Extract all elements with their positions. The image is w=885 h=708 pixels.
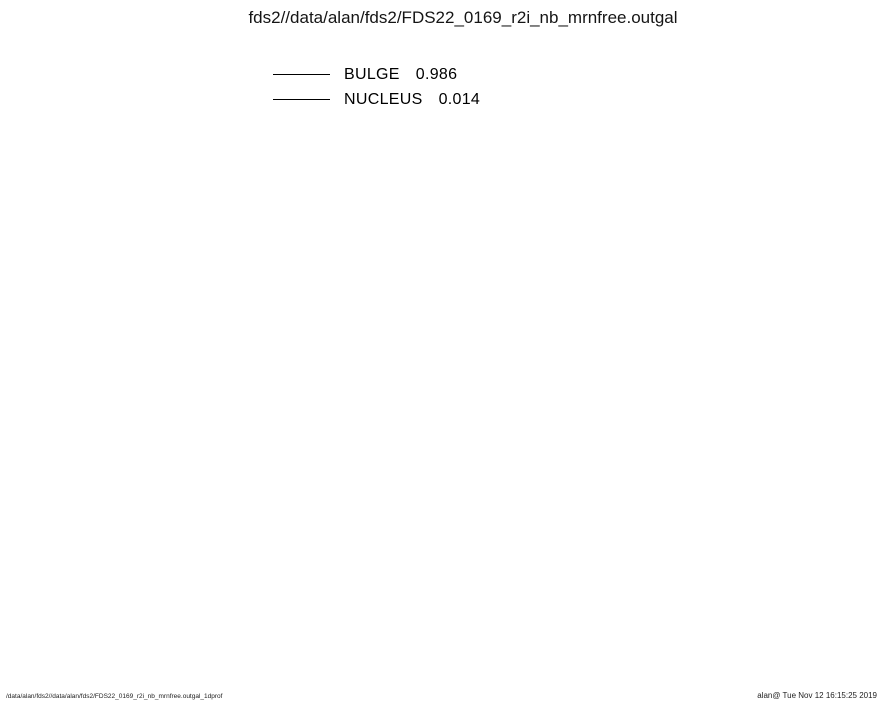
- bulge-label: BULGE: [344, 65, 400, 83]
- main-plot: [87, 42, 839, 523]
- legend: BULGE 0.986 NUCLEUS 0.014: [273, 62, 480, 112]
- legend-item-nucleus: NUCLEUS 0.014: [273, 87, 480, 112]
- bulge-line-sample: [273, 74, 330, 75]
- nucleus-value: 0.014: [438, 90, 481, 108]
- legend-item-bulge: BULGE 0.986: [273, 62, 480, 87]
- footer-file-path: /data/alan/fds2//data/alan/fds2/FDS22_01…: [6, 693, 223, 700]
- nucleus-line-sample: [273, 99, 330, 100]
- bulge-value: 0.986: [415, 65, 458, 83]
- nucleus-label: NUCLEUS: [344, 90, 423, 108]
- page-title: fds2//data/alan/fds2/FDS22_0169_r2i_nb_m…: [248, 8, 678, 27]
- footer-user-timestamp: alan@ Tue Nov 12 16:15:25 2019: [757, 691, 877, 700]
